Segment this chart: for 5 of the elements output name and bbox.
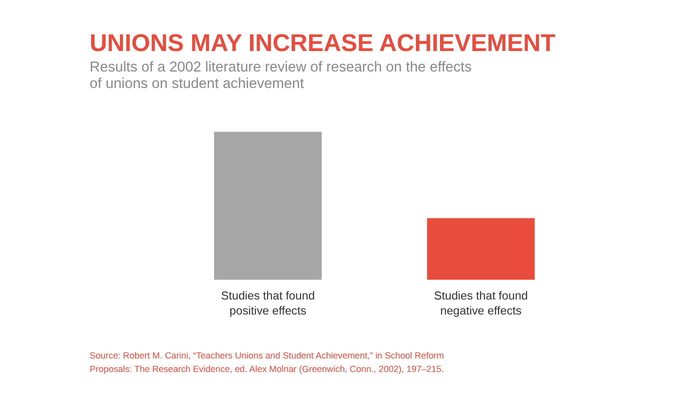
- x-tick-label: Studies that found positive effects: [220, 289, 315, 318]
- chart-subtitle: Results of a 2002 literature review of research on the effects of unions on student achievement: [90, 60, 472, 92]
- x-tick-label: Studies that found negative effects: [434, 289, 528, 318]
- source-note: Source: Robert M. Carini, “Teachers Unions and Student Achievement,” in School Reform Proposals: The Research Evidence, ed. Alex Molnar (Greenwich, Conn., 2002), 197–215.: [90, 350, 444, 374]
- chart-title: UNIONS MAY INCREASE ACHIEVEMENT: [90, 30, 556, 58]
